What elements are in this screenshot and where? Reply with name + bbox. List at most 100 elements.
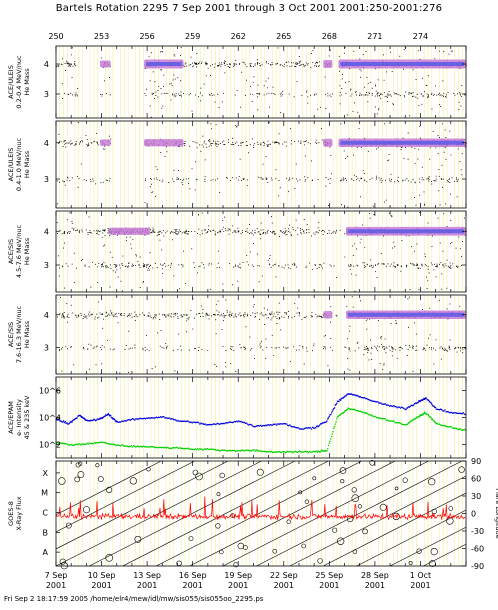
data-point — [72, 94, 73, 96]
data-point — [111, 443, 113, 445]
data-point — [159, 345, 161, 347]
data-point — [277, 62, 278, 64]
y-axis-label: 0.4-1.0 MeV/nuc — [15, 138, 23, 192]
data-point — [177, 146, 179, 147]
data-point — [109, 94, 111, 96]
data-point — [248, 152, 249, 154]
data-point — [232, 284, 234, 286]
data-point — [190, 448, 192, 451]
data-point — [141, 418, 143, 420]
data-point — [238, 314, 240, 316]
data-point — [329, 94, 331, 96]
data-point — [78, 178, 80, 179]
data-point — [378, 346, 380, 348]
data-point — [71, 227, 73, 229]
data-point — [88, 343, 90, 345]
data-point — [68, 93, 70, 95]
data-point — [186, 314, 187, 316]
data-point — [422, 95, 424, 97]
data-point — [244, 422, 246, 424]
data-point — [96, 418, 99, 420]
data-point — [173, 181, 175, 182]
data-point — [92, 443, 95, 445]
data-point — [365, 398, 367, 400]
data-point — [271, 179, 273, 181]
data-point — [332, 232, 334, 233]
data-point — [75, 443, 77, 446]
data-point — [234, 63, 236, 65]
data-point — [256, 312, 258, 314]
data-point — [99, 418, 102, 420]
data-point — [460, 348, 462, 350]
data-point — [419, 194, 421, 196]
data-point — [318, 315, 320, 317]
data-point — [267, 424, 269, 426]
density-band — [109, 227, 151, 235]
data-point — [361, 94, 363, 96]
data-point — [340, 180, 342, 181]
data-point — [212, 423, 214, 425]
data-point — [135, 265, 137, 266]
data-point — [296, 451, 299, 454]
data-point — [294, 188, 296, 189]
data-point — [436, 408, 438, 411]
data-point — [177, 447, 179, 449]
data-point — [423, 348, 425, 350]
data-point — [211, 143, 212, 144]
data-point — [208, 229, 209, 230]
data-point — [224, 65, 226, 66]
data-point — [62, 421, 64, 423]
data-point — [261, 178, 263, 180]
data-point — [304, 155, 306, 157]
data-point — [149, 446, 151, 448]
data-point — [269, 314, 271, 315]
data-point — [368, 92, 370, 94]
data-point — [417, 401, 420, 403]
data-point — [450, 154, 452, 156]
data-point — [459, 305, 461, 307]
data-point — [372, 267, 374, 268]
data-point — [278, 317, 280, 318]
data-point — [421, 166, 423, 168]
data-point — [396, 93, 398, 95]
data-point — [159, 180, 161, 181]
data-point — [460, 350, 461, 352]
data-point — [356, 264, 358, 266]
data-point — [271, 334, 273, 336]
data-point — [460, 413, 462, 415]
data-point — [191, 231, 192, 232]
data-point — [134, 347, 136, 349]
data-point — [56, 222, 58, 224]
data-point — [449, 339, 451, 341]
data-point — [69, 231, 71, 233]
data-point — [322, 314, 324, 316]
data-point — [151, 92, 153, 94]
data-point — [250, 349, 252, 351]
data-point — [176, 420, 178, 422]
data-point — [143, 445, 146, 448]
data-point — [224, 422, 226, 425]
data-point — [414, 250, 415, 252]
data-point — [215, 124, 217, 126]
data-point — [288, 228, 290, 230]
data-point — [299, 313, 300, 315]
data-point — [103, 229, 104, 231]
data-point — [205, 62, 206, 64]
data-point — [127, 315, 129, 316]
data-point — [442, 250, 444, 252]
data-point — [246, 141, 248, 142]
data-point — [129, 315, 131, 317]
data-point — [95, 419, 98, 421]
data-point — [146, 265, 148, 266]
data-point — [92, 261, 93, 263]
data-point — [461, 153, 463, 155]
data-point — [119, 267, 121, 269]
data-point — [311, 269, 313, 270]
data-point — [183, 250, 184, 252]
data-point — [126, 419, 128, 421]
data-point — [84, 443, 86, 445]
density-core — [348, 229, 464, 234]
data-point — [262, 232, 264, 234]
data-point — [188, 317, 190, 318]
data-point — [296, 63, 298, 65]
